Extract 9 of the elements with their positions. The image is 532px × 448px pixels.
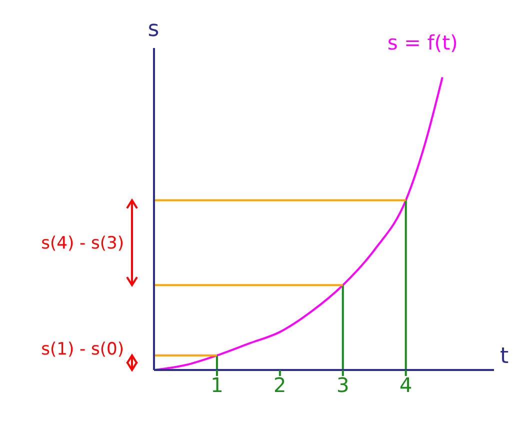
x-tick-label: 3 xyxy=(336,373,350,398)
x-tick-label: 1 xyxy=(210,373,224,398)
x-tick-label: 4 xyxy=(399,373,412,398)
text: s(1) - s(0) xyxy=(41,340,124,360)
x-tick-label: 2 xyxy=(274,373,286,398)
x-axis-title: t xyxy=(500,344,509,369)
text: s = f(t) xyxy=(387,30,458,54)
y-axis-title: s xyxy=(148,17,160,42)
text: s(4) - s(3) xyxy=(41,234,124,254)
